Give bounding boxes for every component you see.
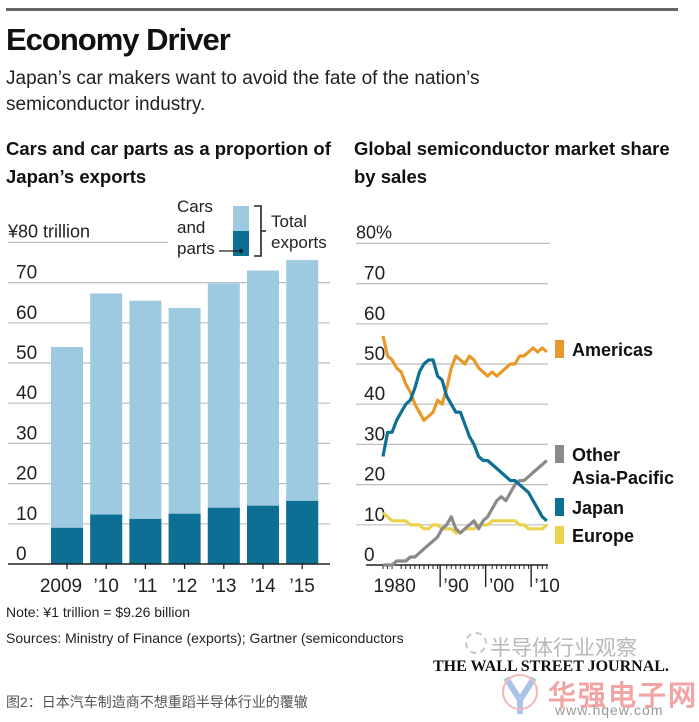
line-other-asia-pacific [383,459,548,567]
left-x-tick-label: ’10 [94,576,119,597]
watermark-text: 半导体行业观察 [490,637,637,660]
line-japan [381,358,548,522]
top-rule [6,8,678,11]
left-y-tick-label: 0 [16,544,27,565]
footnote: Note: ¥1 trillion = $9.26 billion [6,604,191,620]
legend-label-other_asia: Other [572,445,620,465]
page-subtitle: Japan’s car makers want to avoid the fat… [6,68,480,115]
bar-cars-parts [168,513,201,564]
left-x-tick-label: ’14 [250,576,276,597]
watermark-logo-icon [502,674,538,714]
legend-label-americas: Americas [572,340,653,360]
figure-caption: 图2：日本汽车制造商不想重蹈半导体行业的覆辙 [6,694,308,710]
watermark-wechat-icon [465,632,487,654]
right-x-tick-label: ’90 [443,576,468,597]
left-y-tick-label: 10 [16,504,37,525]
left-y-tick-label: 20 [16,464,37,485]
watermark-url: www.hqew.com [555,702,664,718]
bar-cars-parts [129,518,162,564]
legend-total-swatch [233,206,249,231]
legend-total-label: Total [271,212,307,231]
left-y-top-label: ¥80 trillion [7,221,90,241]
legend-swatch-japan [555,498,564,516]
right-x-tick-label: ’00 [489,576,514,597]
left-y-tick-label: 70 [16,263,37,284]
right-y-tick-label: 50 [364,344,385,365]
left-x-tick-label: ’13 [211,576,236,597]
left-x-tick-label: ’15 [290,576,315,597]
legend-swatch-europe [555,526,564,544]
bar-cars-parts [90,514,123,564]
legend-cars-swatch [233,231,249,256]
publisher-logo: THE WALL STREET JOURNAL. [433,658,669,675]
left-x-tick-label: ’12 [172,576,197,597]
right-x-tick-label: ’10 [534,576,559,597]
bar-cars-parts [286,500,319,564]
line-americas [381,335,548,422]
bar-cars-parts [207,507,240,564]
right-y-tick-label: 30 [364,424,385,445]
right-y-tick-label: 20 [364,465,385,486]
legend-total-label: exports [271,233,327,252]
right-chart-title: Global semiconductor market share by sal… [354,138,670,187]
left-x-tick-label: ’11 [133,576,157,597]
right-y-tick-label: 10 [364,505,385,526]
right-y-tick-label: 60 [364,304,385,325]
legend-label-other_asia: Asia-Pacific [572,468,674,488]
legend-label-japan: Japan [572,498,624,518]
bar-cars-parts [51,527,83,564]
legend-total-bracket [254,205,266,257]
left-chart-title: Cars and car parts as a proportion of Ja… [6,138,331,187]
left-y-tick-label: 30 [16,423,37,444]
left-y-tick-label: 40 [16,383,37,404]
right-x-tick-label: 1980 [374,576,416,597]
right-y-tick-label: 70 [364,264,385,285]
legend-cars-label: Cars [177,197,213,216]
right-y-tick-label: 40 [364,384,385,405]
page-title: Economy Driver [6,22,231,57]
legend-label-europe: Europe [572,526,634,546]
left-y-tick-label: 50 [16,343,37,364]
left-x-tick-label: 2009 [40,576,82,597]
legend-cars-label: parts [177,239,215,258]
sources-line: Sources: Ministry of Finance (exports); … [6,630,404,646]
watermark-site-name: 华强电子网 [548,680,699,711]
bar-cars-parts [247,505,279,564]
right-y-tick-label: 0 [364,545,375,566]
legend-cars-label: and [177,218,205,237]
left-y-tick-label: 60 [16,303,37,324]
legend-swatch-americas [555,340,564,358]
right-y-top-label: 80% [356,222,392,242]
legend-swatch-other_asia [555,445,564,463]
